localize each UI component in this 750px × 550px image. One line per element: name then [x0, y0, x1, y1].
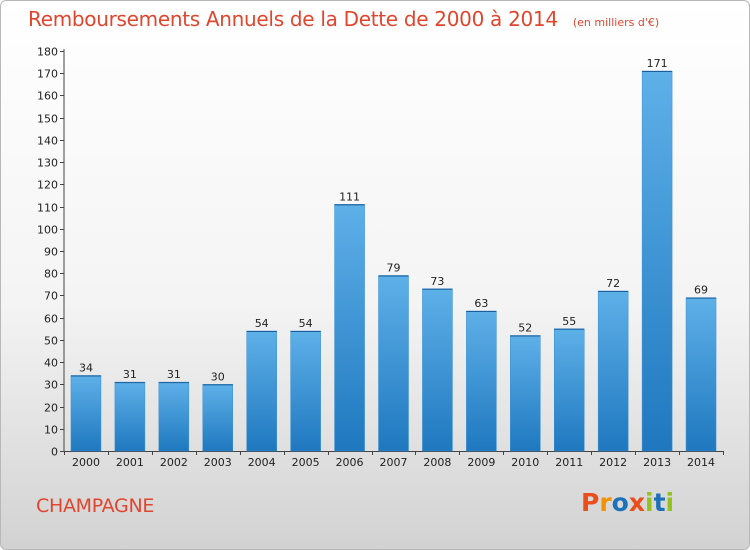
data-label: 111 [339, 190, 360, 203]
y-tick-label: 70 [44, 290, 58, 303]
bar [246, 330, 277, 452]
x-tick-label: 2010 [511, 456, 539, 469]
x-tick-label: 2002 [160, 456, 188, 469]
logo-letter: P [581, 488, 600, 517]
x-tick-label: 2008 [423, 456, 451, 469]
logo-letter: x [628, 488, 645, 517]
bar [422, 288, 453, 452]
bar [70, 375, 102, 452]
x-tick-label: 2003 [204, 456, 232, 469]
data-label: 54 [255, 317, 269, 330]
bar [334, 204, 365, 452]
y-tick-label: 30 [44, 379, 58, 392]
y-tick-label: 10 [44, 424, 58, 437]
x-tick-label: 2011 [555, 456, 583, 469]
y-tick-label: 60 [44, 313, 58, 326]
bar [641, 70, 673, 452]
x-tick-label: 2004 [248, 456, 276, 469]
y-tick-label: 100 [37, 224, 58, 237]
logo-letter: i [665, 488, 675, 517]
chart-subtitle: (en milliers d'€) [572, 16, 660, 29]
logo-letter: o [611, 488, 629, 517]
data-label: 63 [474, 297, 488, 310]
bar [597, 290, 629, 452]
data-label: 52 [518, 321, 532, 334]
y-tick-label: 80 [44, 268, 58, 281]
x-tick-label: 2012 [599, 456, 627, 469]
y-tick-label: 180 [37, 46, 58, 59]
y-tick-label: 150 [37, 113, 58, 126]
proxiti-logo: Proxiti [581, 488, 674, 517]
data-label: 72 [606, 277, 620, 290]
data-label: 171 [647, 57, 668, 70]
x-tick-label: 2014 [687, 456, 715, 469]
data-label: 73 [430, 275, 444, 288]
x-tick-label: 2007 [380, 456, 408, 469]
data-label: 79 [387, 261, 401, 274]
data-label: 55 [562, 315, 576, 328]
data-label: 31 [167, 368, 181, 381]
data-label: 34 [79, 361, 93, 374]
bar [685, 297, 717, 452]
y-tick-label: 40 [44, 357, 58, 370]
logo-letter: i [645, 488, 654, 517]
x-tick-label: 2001 [116, 456, 144, 469]
y-tick-label: 110 [37, 202, 58, 215]
y-tick-label: 90 [44, 246, 58, 259]
data-label: 31 [123, 368, 137, 381]
commune-name: CHAMPAGNE [36, 495, 155, 517]
bar [290, 330, 321, 452]
y-tick-label: 130 [37, 157, 58, 170]
logo-letter: r [599, 488, 612, 517]
bar [510, 335, 541, 452]
x-tick-label: 2006 [336, 456, 364, 469]
x-tick-label: 2005 [292, 456, 320, 469]
data-label: 69 [694, 284, 708, 297]
bar [202, 384, 234, 452]
data-label: 54 [299, 317, 313, 330]
bar [378, 275, 409, 452]
bar [466, 310, 497, 452]
bar [114, 381, 146, 452]
y-tick-label: 170 [37, 68, 58, 81]
y-tick-label: 160 [37, 90, 58, 103]
bar [158, 381, 190, 452]
chart-title: Remboursements Annuels de la Dette de 20… [28, 7, 558, 31]
y-tick-label: 0 [51, 446, 58, 459]
y-tick-label: 20 [44, 402, 58, 415]
y-tick-label: 50 [44, 335, 58, 348]
title-row: Remboursements Annuels de la Dette de 20… [28, 7, 659, 31]
logo-letter: t [653, 488, 666, 517]
x-tick-label: 2000 [72, 456, 100, 469]
y-tick-label: 140 [37, 135, 58, 148]
x-tick-label: 2013 [643, 456, 671, 469]
data-label: 30 [211, 370, 225, 383]
y-tick-label: 120 [37, 179, 58, 192]
bar [553, 328, 585, 452]
x-tick-label: 2009 [467, 456, 495, 469]
